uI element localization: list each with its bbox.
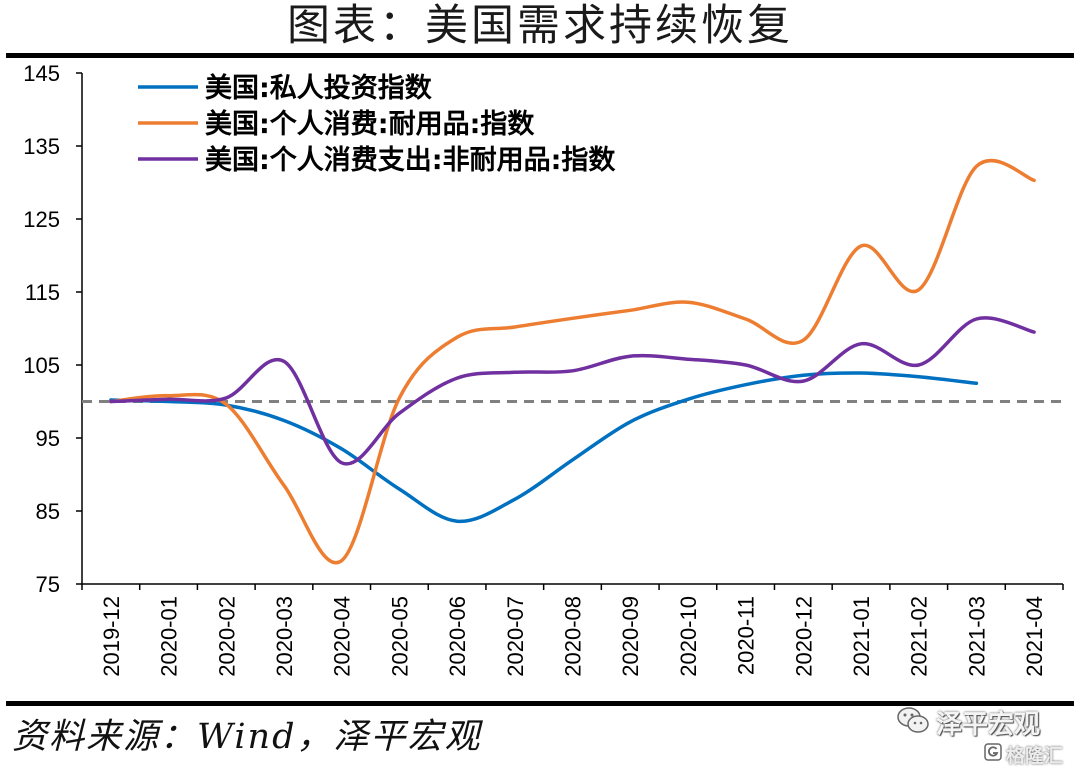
- y-tick-label: 75: [36, 572, 60, 597]
- legend-item: 美国:个人消费支出:非耐用品:指数: [138, 144, 616, 176]
- chart-title: 图表：美国需求持续恢复: [287, 1, 793, 51]
- x-tick-label: 2019-12: [99, 596, 124, 677]
- source-note: 资料来源：Wind，泽平宏观: [12, 717, 482, 757]
- x-tick-label: 2021-02: [907, 596, 932, 677]
- x-tick-label: 2020-03: [272, 596, 297, 677]
- legend-item: 美国:个人消费:耐用品:指数: [138, 108, 535, 140]
- x-tick-label: 2020-05: [387, 596, 412, 677]
- wechat-icon: [896, 705, 930, 740]
- y-tick-label: 105: [23, 353, 60, 378]
- y-tick-label: 125: [23, 207, 60, 232]
- x-tick-label: 2021-03: [964, 596, 989, 677]
- x-tick-label: 2020-08: [561, 596, 586, 677]
- logo-watermark: 格隆汇: [984, 741, 1063, 767]
- x-tick-label: 2020-07: [503, 596, 528, 677]
- x-tick-label: 2020-04: [330, 596, 355, 677]
- x-tick-label: 2020-02: [214, 596, 239, 677]
- x-tick-label: 2020-09: [618, 596, 643, 677]
- x-tick-label: 2020-11: [734, 596, 759, 675]
- x-tick-label: 2020-12: [791, 596, 816, 677]
- title-divider: [6, 53, 1074, 58]
- x-tick-label: 2020-10: [676, 596, 701, 677]
- account-watermark: 泽平宏观: [896, 704, 1040, 740]
- logo-watermark-text: 格隆汇: [1006, 744, 1064, 767]
- series-line-2: [109, 158, 1036, 565]
- series-lines: [109, 158, 1036, 565]
- axes: 75 85 95 105 115 125 135 145 2019-12 2020-01 2020-…: [23, 61, 1064, 677]
- y-tick-label: 95: [36, 426, 60, 451]
- x-tick-label: 2021-01: [849, 596, 874, 677]
- legend-label: 美国:个人消费:耐用品:指数: [205, 108, 535, 140]
- series-line-3: [109, 316, 1036, 466]
- y-tick-label: 115: [25, 280, 60, 305]
- series-line-1: [109, 371, 979, 523]
- x-tick-label: 2020-06: [445, 596, 470, 677]
- y-tick-label: 135: [23, 134, 60, 159]
- legend-item: 美国:私人投资指数: [138, 72, 433, 104]
- x-tick-label: 2020-01: [157, 596, 182, 677]
- legend-label: 美国:私人投资指数: [205, 72, 433, 104]
- footer-divider: [6, 701, 1074, 706]
- y-tick-label: 145: [23, 61, 60, 86]
- x-tick-label: 2021-04: [1022, 596, 1047, 677]
- account-watermark-text: 泽平宏观: [936, 709, 1041, 740]
- y-tick-label: 85: [36, 499, 60, 524]
- gelonghui-logo-icon: [984, 742, 1002, 766]
- legend-label: 美国:个人消费支出:非耐用品:指数: [205, 144, 616, 176]
